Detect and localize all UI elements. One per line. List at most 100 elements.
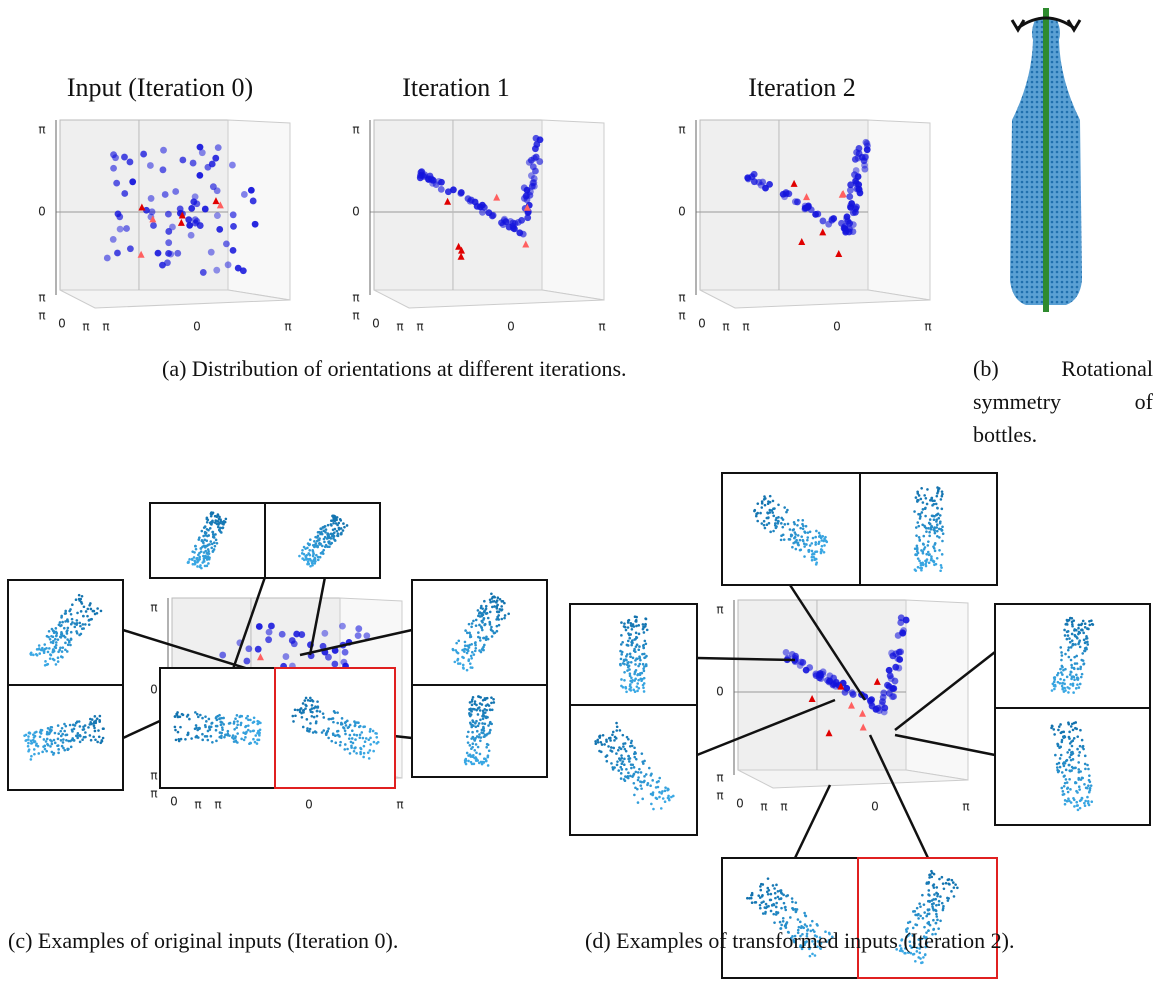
axis-tick-label: π bbox=[352, 291, 359, 305]
cloud-point bbox=[1083, 639, 1086, 642]
cloud-point bbox=[619, 650, 622, 653]
cloud-point bbox=[631, 628, 634, 631]
cloud-point bbox=[468, 632, 471, 635]
cloud-point bbox=[1064, 799, 1067, 802]
cloud-point bbox=[78, 622, 81, 625]
cloud-point bbox=[485, 759, 488, 762]
cloud-point bbox=[769, 531, 772, 534]
cloud-point bbox=[479, 636, 482, 639]
back-wall bbox=[374, 120, 542, 290]
cloud-point bbox=[625, 768, 628, 771]
cloud-point bbox=[759, 896, 762, 899]
cloud-point bbox=[627, 621, 630, 624]
cloud-point bbox=[477, 615, 480, 618]
cloud-point bbox=[62, 646, 65, 649]
cloud-point bbox=[803, 545, 806, 548]
cloud-point bbox=[1076, 662, 1079, 665]
cloud-point bbox=[607, 745, 610, 748]
cloud-point bbox=[1057, 681, 1060, 684]
cloud-point bbox=[629, 655, 632, 658]
orientation-point bbox=[417, 174, 424, 181]
cloud-point bbox=[943, 887, 946, 890]
cloud-point bbox=[1073, 798, 1076, 801]
cloud-point bbox=[485, 746, 488, 749]
orientation-point bbox=[192, 220, 199, 227]
cloud-point bbox=[305, 697, 308, 700]
cloud-point bbox=[929, 528, 932, 531]
cloud-point bbox=[477, 609, 480, 612]
cloud-point bbox=[636, 690, 639, 693]
cloud-point bbox=[211, 543, 214, 546]
cloud-point bbox=[484, 711, 487, 714]
cloud-point bbox=[211, 722, 214, 725]
axis-tick-label: π bbox=[150, 601, 157, 615]
cloud-point bbox=[618, 757, 621, 760]
cloud-point bbox=[188, 718, 191, 721]
cloud-point bbox=[305, 554, 308, 557]
cloud-point bbox=[1076, 683, 1079, 686]
cloud-point bbox=[64, 734, 67, 737]
cloud-point bbox=[1056, 674, 1059, 677]
cloud-point bbox=[1075, 728, 1078, 731]
cloud-point bbox=[469, 701, 472, 704]
cloud-point bbox=[922, 543, 925, 546]
cloud-point bbox=[334, 734, 337, 737]
cloud-point bbox=[94, 730, 97, 733]
cloud-point bbox=[252, 729, 255, 732]
cloud-point bbox=[198, 552, 201, 555]
cloud-point bbox=[485, 636, 488, 639]
cloud-point bbox=[338, 527, 341, 530]
cloud-point bbox=[933, 518, 936, 521]
axis-tick-label: π bbox=[716, 789, 723, 803]
cloud-point bbox=[1063, 629, 1066, 632]
cloud-point bbox=[930, 497, 933, 500]
cloud-point bbox=[100, 610, 103, 613]
orientation-point bbox=[898, 614, 905, 621]
cloud-point bbox=[1084, 755, 1087, 758]
cloud-point bbox=[70, 638, 73, 641]
cloud-point bbox=[50, 729, 53, 732]
cloud-point bbox=[220, 724, 223, 727]
axis-tick-label: π bbox=[716, 603, 723, 617]
orientation-point bbox=[250, 198, 257, 205]
cloud-point bbox=[777, 516, 780, 519]
cloud-point bbox=[926, 544, 929, 547]
orientation-point bbox=[886, 667, 893, 674]
cloud-point bbox=[918, 539, 921, 542]
cloud-point bbox=[65, 739, 68, 742]
cloud-point bbox=[331, 515, 334, 518]
cloud-point bbox=[82, 728, 85, 731]
cloud-point bbox=[483, 624, 486, 627]
cloud-point bbox=[1053, 676, 1056, 679]
cloud-point bbox=[63, 627, 66, 630]
cloud-point bbox=[923, 494, 926, 497]
cloud-point bbox=[1060, 651, 1063, 654]
cloud-point bbox=[1069, 671, 1072, 674]
cloud-point bbox=[323, 525, 326, 528]
cloud-point bbox=[619, 766, 622, 769]
cloud-point bbox=[469, 636, 472, 639]
cloud-point bbox=[1077, 624, 1080, 627]
axis-tick-label: π bbox=[214, 798, 221, 812]
cloud-point bbox=[298, 555, 301, 558]
cloud-point bbox=[292, 720, 295, 723]
cloud-point bbox=[779, 921, 782, 924]
cloud-point bbox=[1073, 805, 1076, 808]
cloud-point bbox=[635, 669, 638, 672]
cloud-point bbox=[49, 638, 52, 641]
orientation-point bbox=[123, 225, 130, 232]
cloud-point bbox=[792, 542, 795, 545]
axis-tick-label: π bbox=[102, 320, 109, 334]
cloud-point bbox=[795, 901, 798, 904]
cloud-point bbox=[594, 740, 597, 743]
cloud-point bbox=[470, 747, 473, 750]
cloud-point bbox=[952, 881, 955, 884]
orientation-point bbox=[864, 140, 871, 147]
cloud-point bbox=[470, 625, 473, 628]
orientation-point bbox=[884, 682, 891, 689]
cloud-point bbox=[316, 710, 319, 713]
cloud-point bbox=[79, 735, 82, 738]
cloud-point bbox=[803, 530, 806, 533]
cloud-point bbox=[1065, 778, 1068, 781]
cloud-point bbox=[469, 744, 472, 747]
